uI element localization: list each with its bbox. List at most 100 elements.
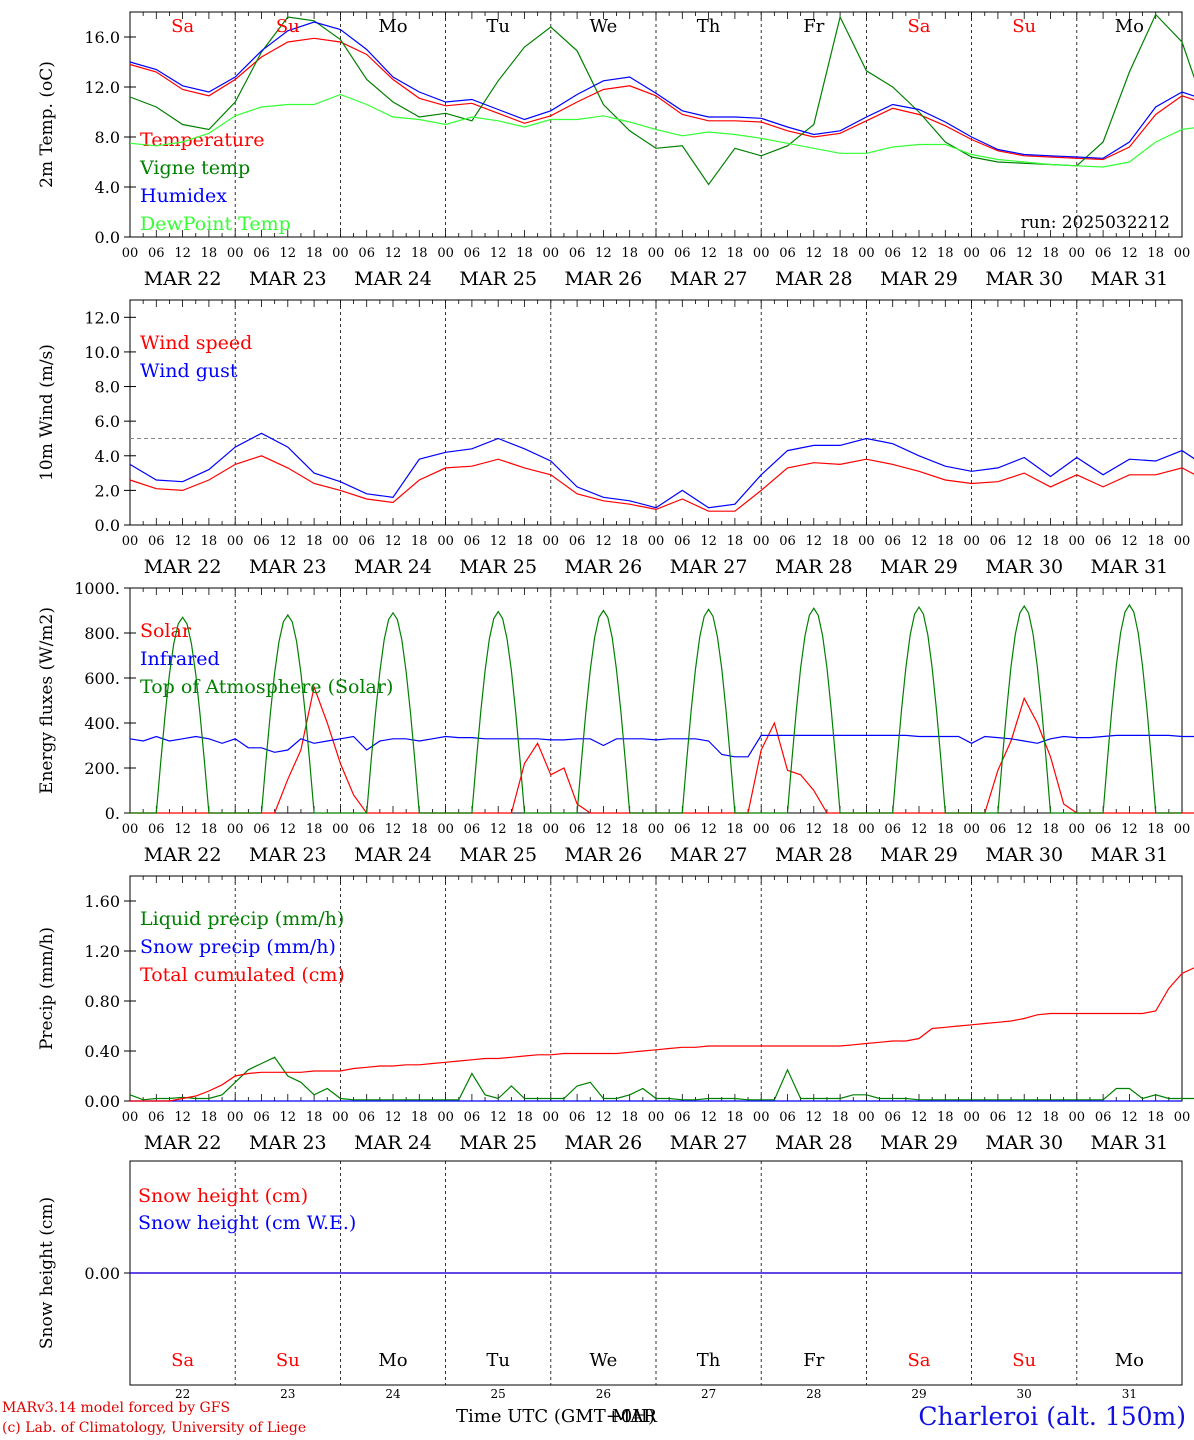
date-label: MAR 28 — [775, 844, 853, 866]
weekday-label: Tu — [486, 16, 510, 37]
weekday-label: Su — [276, 1350, 300, 1371]
hour-label: 12 — [595, 822, 612, 837]
legend-energy-0: Solar — [140, 620, 192, 642]
weekday-label: Th — [697, 16, 721, 37]
hour-label: 12 — [911, 534, 928, 549]
date-label: MAR 22 — [144, 556, 222, 578]
hour-label: 12 — [1121, 822, 1138, 837]
y-tick-label: 0.0 — [95, 228, 120, 247]
hour-label: 00 — [858, 822, 875, 837]
weekday-label: Mo — [1115, 1350, 1144, 1371]
hour-label: 12 — [174, 822, 191, 837]
hour-label: 12 — [490, 1110, 507, 1125]
hour-label: 12 — [1121, 534, 1138, 549]
hour-label: 18 — [621, 822, 638, 837]
hour-label: 12 — [490, 822, 507, 837]
hour-label: 06 — [1095, 246, 1112, 261]
hour-label: 06 — [569, 822, 586, 837]
hour-label: 06 — [779, 1110, 796, 1125]
date-label: MAR 30 — [985, 268, 1063, 290]
x-axis-label: Time UTC (GMT+0H) — [456, 1406, 655, 1427]
hour-label: 00 — [437, 246, 454, 261]
hour-label: 18 — [727, 822, 744, 837]
hour-label: 00 — [543, 534, 560, 549]
hour-label: 18 — [727, 246, 744, 261]
hour-label: 00 — [227, 246, 244, 261]
series-line-temp-1 — [129, 13, 1194, 186]
hour-label: 06 — [884, 1110, 901, 1125]
hour-label: 00 — [543, 246, 560, 261]
x-axis-overprint: MAR — [612, 1406, 657, 1427]
hour-label: 06 — [1095, 1110, 1112, 1125]
hour-label: 06 — [148, 246, 165, 261]
legend-precip-1: Snow precip (mm/h) — [140, 936, 336, 958]
hour-label: 00 — [753, 534, 770, 549]
hour-label: 18 — [201, 534, 218, 549]
y-tick-label: 16.0 — [84, 28, 120, 47]
legend-energy-1: Infrared — [140, 648, 220, 670]
legend-snow-0: Snow height (cm) — [138, 1185, 308, 1207]
hour-label: 12 — [490, 246, 507, 261]
date-label: MAR 28 — [775, 1132, 853, 1154]
date-label: MAR 24 — [354, 1132, 432, 1154]
hour-label: 12 — [1016, 534, 1033, 549]
weekday-label: We — [590, 1350, 618, 1371]
hour-label: 00 — [1069, 246, 1086, 261]
hour-label: 18 — [1042, 822, 1059, 837]
hour-label: 06 — [464, 1110, 481, 1125]
series-line-temp-3 — [129, 93, 1194, 168]
hour-label: 18 — [306, 534, 323, 549]
hour-label: 12 — [911, 246, 928, 261]
date-label: MAR 25 — [459, 268, 537, 290]
series-line-wind-0 — [129, 455, 1194, 512]
hour-label: 18 — [411, 534, 428, 549]
hour-label: 00 — [753, 822, 770, 837]
hour-label: 18 — [411, 246, 428, 261]
hour-label: 12 — [280, 246, 297, 261]
y-axis-title-energy: Energy fluxes (W/m2) — [37, 607, 57, 794]
hour-label: 00 — [753, 246, 770, 261]
hour-label: 00 — [437, 1110, 454, 1125]
hour-label: 06 — [253, 246, 270, 261]
y-tick-label: 0.00 — [84, 1264, 120, 1283]
hour-label: 18 — [201, 246, 218, 261]
y-tick-label: 0.40 — [84, 1042, 120, 1061]
hour-label: 12 — [280, 1110, 297, 1125]
hour-label: 00 — [858, 1110, 875, 1125]
run-label: run: 2025032212 — [1021, 213, 1170, 233]
hour-label: 12 — [1016, 246, 1033, 261]
hour-label: 00 — [963, 246, 980, 261]
day-number: 25 — [491, 1387, 506, 1400]
date-label: MAR 22 — [144, 844, 222, 866]
series-line-temp-0 — [129, 37, 1194, 161]
hour-label: 00 — [963, 534, 980, 549]
hour-label: 06 — [358, 822, 375, 837]
hour-label: 00 — [227, 822, 244, 837]
hour-label: 12 — [911, 822, 928, 837]
weekday-label: Tu — [486, 1350, 510, 1371]
hour-label: 06 — [779, 534, 796, 549]
hour-label: 18 — [832, 534, 849, 549]
hour-label: 00 — [332, 1110, 349, 1125]
day-number: 28 — [806, 1387, 821, 1400]
hour-label: 06 — [358, 246, 375, 261]
hour-label: 06 — [884, 822, 901, 837]
hour-label: 00 — [227, 534, 244, 549]
weekday-label: Sa — [171, 1350, 194, 1371]
date-label: MAR 28 — [775, 268, 853, 290]
day-number: 26 — [596, 1387, 611, 1400]
hour-label: 18 — [1147, 534, 1164, 549]
hour-label: 12 — [385, 822, 402, 837]
hour-label: 00 — [963, 1110, 980, 1125]
y-tick-label: 1.20 — [84, 942, 120, 961]
legend-precip-2: Total cumulated (cm) — [140, 964, 345, 986]
y-tick-label: 12.0 — [84, 78, 120, 97]
y-axis-title-precip: Precip (mm/h) — [37, 927, 57, 1050]
hour-label: 18 — [621, 1110, 638, 1125]
hour-label: 00 — [332, 534, 349, 549]
date-label: MAR 24 — [354, 556, 432, 578]
weekday-label: Mo — [1115, 16, 1144, 37]
hour-label: 12 — [806, 246, 823, 261]
hour-label: 18 — [1147, 246, 1164, 261]
date-label: MAR 22 — [144, 1132, 222, 1154]
